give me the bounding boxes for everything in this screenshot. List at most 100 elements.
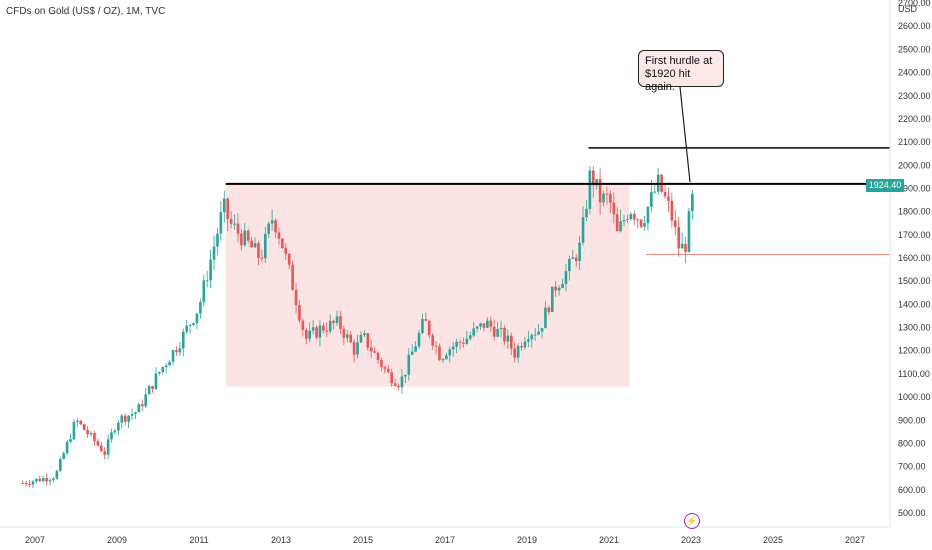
candle-body [335, 316, 339, 323]
candle-body [96, 441, 100, 446]
candle-body [202, 280, 206, 303]
candle-body [161, 367, 165, 372]
price-tick-label: 2500.00 [898, 44, 931, 54]
annotation-callout[interactable]: First hurdle at $1920 hit again. [638, 50, 724, 93]
candle-body [479, 323, 482, 327]
candle-body [171, 350, 175, 362]
candle-body [222, 198, 226, 213]
candle-body [585, 208, 588, 218]
candle-body [386, 368, 390, 373]
candle-body [595, 179, 598, 186]
candle-body [79, 420, 83, 425]
price-tick-label: 1000.00 [898, 392, 931, 402]
time-tick-label: 2013 [271, 535, 291, 545]
time-tick-label: 2021 [599, 535, 619, 545]
candle-body [178, 348, 182, 353]
price-tick-label: 2600.00 [898, 21, 931, 31]
candle-body [561, 283, 564, 288]
candle-body [475, 326, 479, 329]
candle-body [407, 354, 411, 375]
candle-body [427, 320, 431, 336]
candle-body [52, 478, 55, 480]
price-tick-label: 1700.00 [898, 230, 931, 240]
candle-body [229, 219, 233, 224]
candle-body [291, 264, 294, 291]
candle-body [602, 193, 605, 203]
time-tick-label: 2009 [107, 535, 127, 545]
candle-body [308, 330, 311, 339]
candle-body [349, 334, 352, 343]
price-tick-label: 1200.00 [898, 346, 931, 356]
candle-body [564, 271, 568, 284]
candle-body [431, 335, 434, 346]
candle-body [356, 342, 359, 355]
price-axis-ticks: 2700.00 2600.00 2500.00 2400.00 2300.00 2200.… [898, 0, 931, 518]
candle-body [205, 280, 209, 282]
candle-body [417, 332, 421, 347]
candle-body [48, 479, 52, 482]
candle-body [140, 404, 144, 407]
candle-body [226, 198, 229, 220]
candle-body [448, 349, 452, 356]
candle-body [315, 327, 318, 338]
candle-body [363, 333, 366, 336]
candle-body [554, 286, 557, 291]
candle-body [89, 432, 93, 435]
candle-body [76, 420, 79, 422]
candle-body [69, 439, 72, 442]
candle-body [636, 219, 639, 221]
candle-body [154, 373, 158, 389]
time-tick-label: 2019 [517, 535, 537, 545]
candle-body [680, 243, 684, 249]
candle-body [164, 365, 168, 368]
price-tick-label: 2000.00 [898, 160, 931, 170]
candle-body [260, 257, 264, 259]
candle-body [31, 481, 35, 485]
candle-body [544, 307, 547, 329]
candle-body [540, 328, 544, 332]
candle-body [393, 383, 397, 386]
candle-body [550, 286, 554, 313]
price-tick-label: 2700.00 [898, 0, 931, 8]
candle-body [468, 335, 472, 339]
candle-body [622, 220, 626, 222]
candle-body [571, 257, 575, 259]
candle-body [35, 478, 38, 482]
lightning-icon[interactable]: ⚡ [684, 513, 700, 529]
candle-body [86, 430, 89, 435]
candle-body [72, 421, 76, 440]
price-axis-unit: USD [898, 4, 918, 14]
candle-body [137, 404, 141, 413]
price-tick-label: 1300.00 [898, 323, 931, 333]
price-tick-label: 800.00 [898, 438, 926, 448]
candle-body [414, 346, 417, 352]
price-tick-label: 2300.00 [898, 91, 931, 101]
time-tick-label: 2023 [681, 535, 701, 545]
candle-body [58, 458, 62, 471]
candle-body [298, 305, 301, 321]
candle-body [639, 219, 643, 227]
candle-body [390, 372, 393, 384]
candle-body [373, 351, 376, 353]
candle-body [619, 221, 622, 232]
candle-body [106, 439, 110, 455]
candle-body [41, 478, 45, 482]
candle-body [557, 287, 561, 291]
candle-body [520, 345, 523, 348]
candle-body [687, 211, 691, 252]
candle-body [345, 334, 349, 338]
candle-body [527, 339, 530, 342]
candle-body [421, 319, 424, 333]
candle-body [339, 316, 342, 329]
candle-body [277, 232, 281, 239]
candle-body [21, 482, 24, 484]
candle-body [250, 240, 253, 248]
candle-body [513, 348, 516, 358]
candle-body [383, 367, 387, 369]
candle-body [568, 258, 571, 272]
candle-body [643, 223, 646, 227]
candle-body [267, 223, 270, 234]
candle-body [445, 355, 448, 360]
candle-body [530, 335, 534, 340]
